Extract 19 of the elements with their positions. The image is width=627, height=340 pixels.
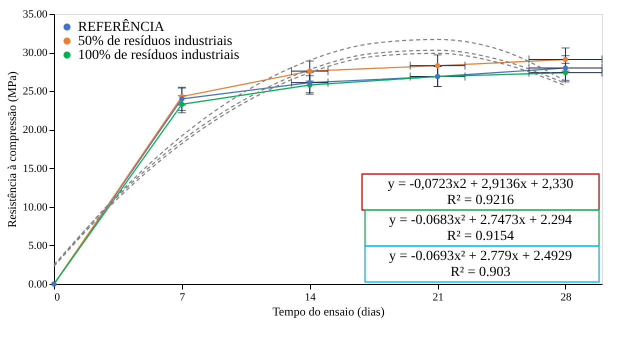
legend-label: REFERÊNCIA <box>78 18 166 35</box>
x-tick-label: 0 <box>54 292 60 304</box>
y-tick-label: 25.00 <box>22 86 48 98</box>
x-tick-label: 28 <box>560 292 572 304</box>
annotation: y = -0.0693x² + 2.779x + 2.4929 R² = 0.903 <box>388 249 572 280</box>
y-axis-title: Resistência à compressão (MPa) <box>4 71 19 228</box>
x-tick-label: 7 <box>180 292 186 304</box>
x-axis-title: Tempo do ensaio (dias) <box>272 304 385 318</box>
legend-label: 50% de resíduos industriais <box>78 34 232 49</box>
y-tick-label: 30.00 <box>22 47 48 60</box>
y-tick-label: 20.00 <box>22 124 48 136</box>
y-tick-label: 35.00 <box>22 8 48 20</box>
y-tick-label: 10.00 <box>22 201 48 214</box>
x-tick-label: 21 <box>432 292 444 304</box>
y-tick-label: 0.00 <box>28 278 48 290</box>
y-tick-label: 15.00 <box>22 162 48 175</box>
y-tick-label: 5.00 <box>28 240 48 252</box>
legend-label: 100% de resíduos industriais <box>78 48 240 63</box>
x-tick-label: 14 <box>304 292 316 304</box>
